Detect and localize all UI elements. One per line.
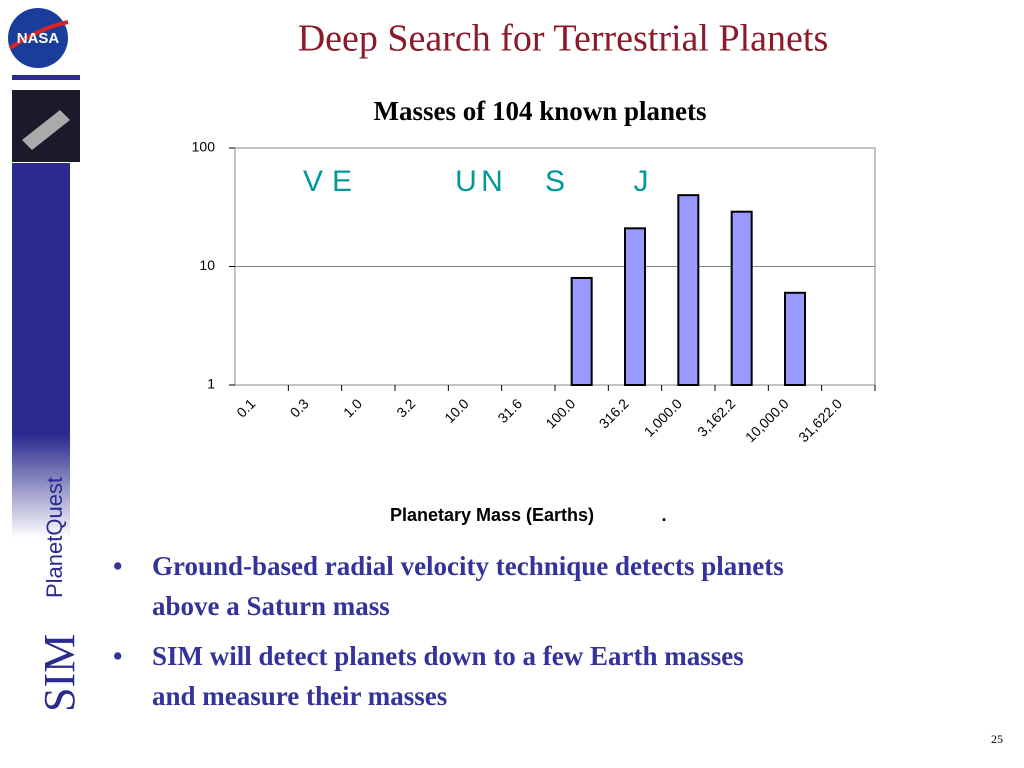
bullet-dot: • (113, 641, 122, 671)
bar (677, 194, 700, 386)
bar (570, 276, 593, 386)
logo-text: NASA (17, 30, 60, 47)
bullet-line: and measure their masses (152, 681, 447, 711)
telescope-shape (22, 110, 70, 150)
nasa-logo (8, 8, 68, 68)
bar (730, 210, 753, 386)
logo-swoosh (8, 20, 69, 50)
bullet-dot: • (113, 551, 122, 581)
x-tick-label: 0.3 (287, 395, 312, 420)
x-tick-label: 10.0 (441, 395, 472, 426)
x-tick-label: 1,000.0 (641, 395, 685, 439)
x-label-mark: . (661, 505, 666, 525)
x-tick-label: 31,622.0 (795, 395, 845, 445)
chart-title: Masses of 104 known planets (373, 96, 706, 126)
planet-label: U (455, 165, 477, 198)
planet-label: E (332, 165, 352, 198)
x-tick-label: 0.1 (233, 395, 258, 420)
sidebar-band (12, 163, 70, 768)
bullets: • Ground-based radial velocity technique… (113, 551, 784, 711)
bar (624, 227, 646, 386)
planet-label: S (545, 165, 565, 198)
bullet-line: SIM will detect planets down to a few Ea… (152, 641, 744, 671)
y-tick-label: 1 (207, 376, 215, 392)
planet-label: J (634, 165, 649, 198)
y-tick-label: 10 (199, 257, 215, 273)
x-tick-label: 3.2 (393, 395, 418, 420)
bullet-line: Ground-based radial velocity technique d… (152, 551, 784, 581)
x-tick-label: 3,162.2 (694, 395, 738, 439)
x-tick-label: 1.0 (340, 395, 365, 420)
x-axis-label: Planetary Mass (Earths) (390, 505, 594, 525)
sidebar-brand: SIM (35, 634, 84, 712)
logo-rule (12, 75, 80, 80)
slide-title: Deep Search for Terrestrial Planets (298, 18, 829, 60)
page-number: 25 (991, 732, 1003, 746)
chart: Masses of 104 known planets Planetary Ma… (192, 96, 876, 525)
bullet-line: above a Saturn mass (152, 591, 390, 621)
bar (784, 291, 806, 386)
sidebar-name: PlanetQuest (42, 477, 67, 598)
planet-label: V (303, 165, 323, 198)
x-tick-label: 316.2 (596, 395, 632, 431)
x-tick-label: 100.0 (542, 395, 578, 431)
planet-label: N (481, 165, 503, 198)
y-tick-label: 100 (192, 139, 216, 155)
x-tick-label: 10,000.0 (742, 395, 792, 445)
x-tick-label: 31.6 (494, 395, 525, 426)
